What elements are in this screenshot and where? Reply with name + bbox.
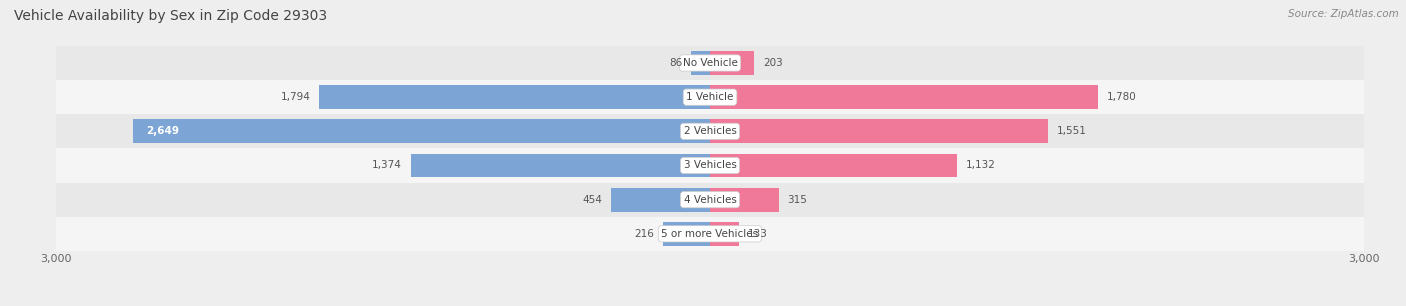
Bar (319, 85, 710, 109)
Bar (56, 148, 1364, 183)
Bar (56, 183, 1364, 217)
Bar (692, 51, 710, 75)
Text: 1,132: 1,132 (966, 160, 995, 170)
Text: 5 or more Vehicles: 5 or more Vehicles (661, 229, 759, 239)
Bar (56, 114, 1364, 148)
Text: 1,551: 1,551 (1057, 126, 1087, 136)
Text: 1 Vehicle: 1 Vehicle (686, 92, 734, 102)
Bar (132, 119, 710, 143)
Bar (710, 222, 740, 246)
Bar (411, 154, 710, 177)
Bar (710, 154, 956, 177)
Bar (56, 217, 1364, 251)
Text: 1,374: 1,374 (373, 160, 402, 170)
Text: 1,780: 1,780 (1107, 92, 1136, 102)
Bar (710, 51, 754, 75)
Bar (710, 85, 1098, 109)
Text: 1,794: 1,794 (280, 92, 311, 102)
Text: 3 Vehicles: 3 Vehicles (683, 160, 737, 170)
Bar (710, 188, 779, 212)
Bar (612, 188, 710, 212)
Bar (710, 119, 1047, 143)
Text: 86: 86 (669, 58, 682, 68)
Text: 315: 315 (787, 195, 807, 205)
Text: No Vehicle: No Vehicle (682, 58, 738, 68)
Text: 216: 216 (634, 229, 654, 239)
Bar (56, 46, 1364, 80)
Bar (56, 80, 1364, 114)
Text: 4 Vehicles: 4 Vehicles (683, 195, 737, 205)
Bar (664, 222, 710, 246)
Text: Source: ZipAtlas.com: Source: ZipAtlas.com (1288, 9, 1399, 19)
Text: Vehicle Availability by Sex in Zip Code 29303: Vehicle Availability by Sex in Zip Code … (14, 9, 328, 23)
Text: 133: 133 (748, 229, 768, 239)
Text: 2,649: 2,649 (146, 126, 179, 136)
Text: 454: 454 (582, 195, 602, 205)
Text: 2 Vehicles: 2 Vehicles (683, 126, 737, 136)
Text: 203: 203 (763, 58, 783, 68)
